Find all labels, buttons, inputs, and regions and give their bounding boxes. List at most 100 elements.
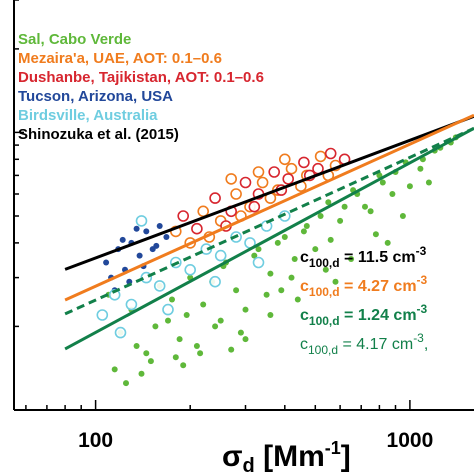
- data-point: [135, 215, 148, 227]
- data-point: [337, 217, 344, 224]
- data-point: [125, 298, 138, 311]
- data-point: [294, 296, 301, 303]
- data-point: [389, 191, 396, 197]
- fit-lines-layer: [64, 113, 474, 351]
- data-point: [312, 246, 319, 253]
- data-point: [217, 317, 224, 324]
- data-point: [176, 336, 183, 343]
- data-point: [341, 203, 348, 210]
- data-point: [103, 259, 110, 266]
- data-point: [300, 228, 307, 235]
- data-point: [267, 270, 274, 277]
- data-point: [162, 303, 174, 316]
- annotation-c100d: c100,d = 11.5 cm-3: [300, 244, 427, 270]
- data-point: [123, 380, 129, 387]
- data-point: [119, 236, 126, 243]
- data-point: [417, 165, 424, 172]
- data-point: [267, 312, 274, 318]
- data-point: [133, 343, 140, 349]
- legend-entry-dushanbe-tajikistan-aot-0-1-0-6: Dushanbe, Tajikistan, AOT: 0.1–0.6: [18, 69, 264, 86]
- data-point: [147, 358, 154, 365]
- data-point: [184, 263, 196, 276]
- data-point: [332, 278, 339, 285]
- data-point: [324, 147, 337, 160]
- data-point: [325, 199, 332, 206]
- data-point: [214, 249, 227, 262]
- data-point: [138, 370, 145, 377]
- data-point: [268, 166, 281, 178]
- data-point: [239, 176, 252, 189]
- data-point: [252, 166, 265, 178]
- data-point: [156, 223, 163, 229]
- annotation-c100d: c100,d = 4.17 cm-3,: [300, 331, 428, 357]
- data-point: [317, 213, 324, 219]
- data-point: [242, 306, 249, 313]
- data-point: [143, 350, 150, 357]
- data-point: [291, 256, 298, 262]
- axes-layer: 100 1000: [13, 0, 474, 452]
- data-point: [230, 188, 242, 200]
- data-point: [225, 173, 237, 185]
- legend-entry-shinozuka-et-al-2015: Shinozuka et al. (2015): [18, 126, 179, 143]
- data-point: [172, 354, 179, 361]
- data-point: [169, 296, 175, 303]
- data-point: [233, 287, 240, 294]
- data-point: [237, 329, 244, 336]
- series-birdsville-australia: [96, 210, 291, 339]
- data-point: [362, 203, 368, 210]
- data-point: [163, 234, 170, 240]
- data-point: [399, 213, 406, 219]
- data-point: [256, 176, 269, 189]
- data-point: [425, 179, 432, 186]
- data-point: [255, 246, 262, 253]
- data-point: [251, 252, 258, 259]
- x-tick-label: 1000: [387, 429, 434, 452]
- data-point: [228, 346, 235, 353]
- fit-line-c100-d-1-24-cm-3: [64, 126, 474, 351]
- data-point: [197, 350, 204, 357]
- data-point: [212, 323, 219, 330]
- legend-entry-sal-cabo-verde: Sal, Cabo Verde: [18, 31, 131, 48]
- data-point: [327, 236, 334, 243]
- data-point: [322, 266, 329, 273]
- data-point: [278, 287, 285, 294]
- data-point: [114, 326, 127, 339]
- data-point: [285, 162, 298, 175]
- data-point: [248, 200, 261, 213]
- data-point: [406, 183, 413, 190]
- data-point: [252, 256, 265, 269]
- data-point: [200, 301, 207, 308]
- data-point: [183, 312, 190, 318]
- x-axis-title-text: σd [Mm-1]: [222, 438, 351, 474]
- data-point: [177, 210, 189, 222]
- series-sal-cabo-verde: [105, 134, 459, 387]
- data-point: [303, 223, 310, 229]
- data-point: [298, 156, 310, 169]
- annotations: c100,d = 11.5 cm-3 c100,d = 4.27 cm-3 c100…: [300, 244, 428, 357]
- fit-line-c100-d-4-17-cm-3: [64, 126, 474, 316]
- data-point: [136, 252, 143, 259]
- annotation-c100d: c100,d = 4.27 cm-3: [300, 273, 428, 299]
- data-point: [367, 208, 374, 215]
- data-point: [209, 275, 221, 288]
- data-point: [153, 280, 166, 292]
- data-point: [152, 323, 159, 330]
- data-point: [96, 309, 109, 321]
- data-point: [314, 150, 327, 163]
- x-axis-title: σd [Mm-1]: [222, 438, 351, 474]
- legend-entry-mezaira-a-uae-aot-0-1-0-6: Mezaira'a, UAE, AOT: 0.1–0.6: [18, 50, 222, 67]
- data-point: [281, 234, 288, 240]
- data-point: [372, 231, 379, 238]
- x-tick-label: 100: [78, 429, 113, 452]
- data-point: [288, 274, 295, 281]
- data-point: [274, 239, 281, 246]
- data-point: [180, 362, 187, 369]
- annotation-c100d: c100,d = 1.24 cm-3: [300, 302, 428, 328]
- legend-entry-birdsville-australia: Birdsville, Australia: [18, 107, 158, 124]
- data-point: [111, 366, 118, 373]
- data-point: [153, 242, 160, 249]
- fit-line-c100-d-11-5-cm-3: [64, 113, 474, 302]
- data-point: [348, 256, 355, 262]
- legend-entry-tucson-arizona-usa: Tucson, Arizona, USA: [18, 88, 173, 105]
